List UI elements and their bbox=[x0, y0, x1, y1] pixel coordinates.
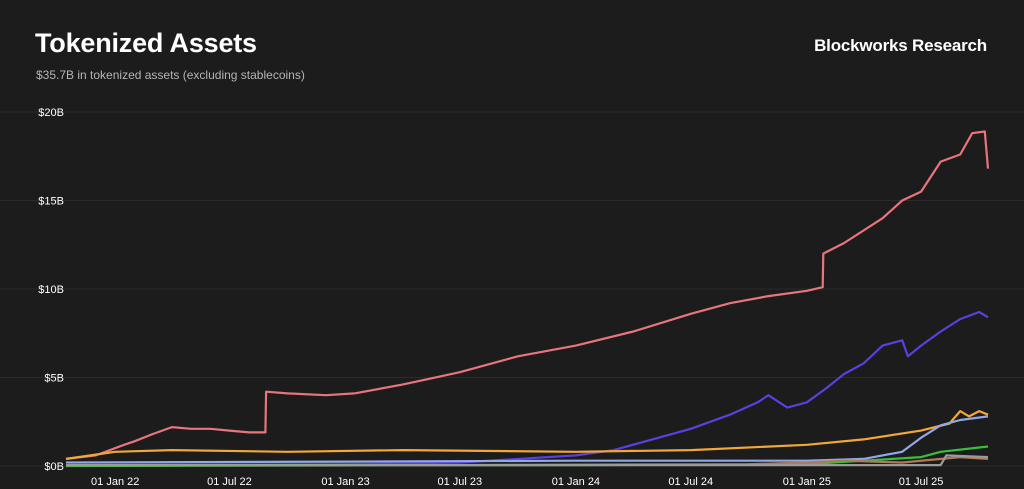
x-tick-label: 01 Jan 23 bbox=[321, 476, 369, 488]
y-tick-label: $20B bbox=[38, 107, 64, 119]
x-tick-label: 01 Jul 25 bbox=[899, 476, 944, 488]
x-tick-label: 01 Jan 24 bbox=[552, 476, 600, 488]
chart-subtitle: $35.7B in tokenized assets (excluding st… bbox=[36, 68, 305, 82]
series-line-3 bbox=[65, 410, 989, 460]
y-axis-ticks: $0B $5B $10B $15B $20B bbox=[38, 107, 64, 473]
x-tick-label: 01 Jul 22 bbox=[207, 476, 252, 488]
y-tick-label: $0B bbox=[44, 461, 64, 473]
x-tick-label: 01 Jul 24 bbox=[668, 476, 713, 488]
chart-title: Tokenized Assets bbox=[35, 28, 257, 58]
y-tick-label: $5B bbox=[44, 373, 64, 385]
y-tick-label: $10B bbox=[38, 284, 64, 296]
series-line-1 bbox=[65, 130, 990, 460]
chart-series bbox=[65, 130, 990, 468]
y-tick-label: $15B bbox=[38, 196, 64, 208]
x-tick-label: 01 Jan 22 bbox=[91, 476, 139, 488]
x-axis-ticks: 01 Jan 22 01 Jul 22 01 Jan 23 01 Jul 23 01 J… bbox=[91, 476, 943, 488]
x-tick-label: 01 Jul 23 bbox=[437, 476, 482, 488]
series-line-7 bbox=[66, 454, 989, 467]
brand-logo-text: Blockworks Research bbox=[814, 36, 987, 55]
chart-gridlines bbox=[0, 111, 1024, 467]
x-tick-label: 01 Jan 25 bbox=[783, 476, 831, 488]
series-line-2 bbox=[65, 310, 989, 467]
series-line-4 bbox=[65, 415, 989, 464]
